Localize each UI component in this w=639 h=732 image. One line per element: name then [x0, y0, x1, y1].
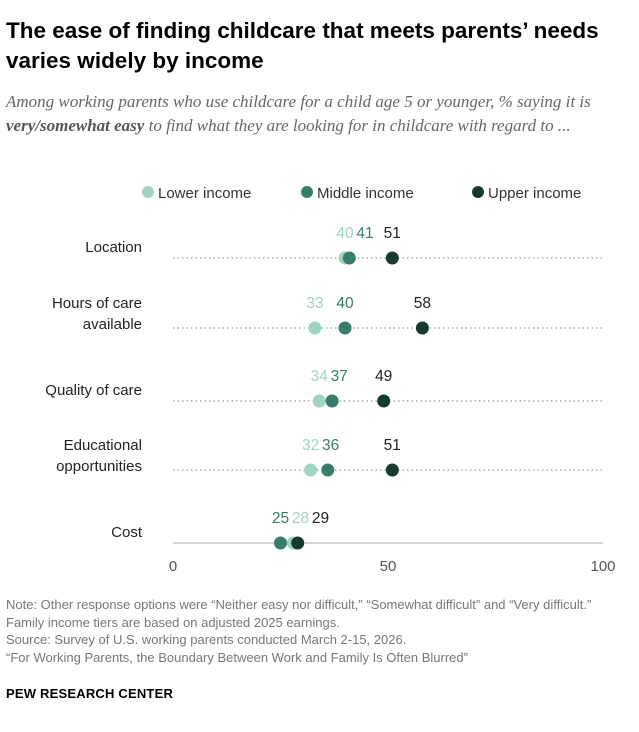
category-label-0-0: Location: [85, 239, 142, 256]
category-label-2-0: Quality of care: [45, 382, 142, 399]
subtitle-text: Among working parents who use childcare …: [6, 92, 591, 111]
x-tick-label-0: 0: [169, 558, 177, 575]
chart-notes: Note: Other response options were “Neith…: [6, 596, 631, 666]
data-label-1-2: 58: [414, 295, 431, 312]
category-label-1-0: Hours of care: [52, 295, 142, 312]
chart-title: The ease of finding childcare that meets…: [6, 18, 599, 73]
data-point-0-2: [385, 251, 399, 265]
data-label-4-2: 29: [312, 510, 329, 527]
brand-logo-text: PEW RESEARCH CENTER: [6, 686, 174, 701]
category-label-3-1: opportunities: [56, 458, 142, 475]
data-label-1-1: 40: [336, 295, 354, 312]
source-text: Source: Survey of U.S. working parents c…: [6, 632, 407, 647]
data-label-3-1: 36: [322, 437, 339, 454]
data-point-3-1: [321, 463, 335, 477]
data-label-2-2: 49: [375, 368, 392, 385]
data-point-1-0: [308, 321, 322, 335]
data-label-0-1: 41: [356, 225, 373, 242]
data-label-2-0: 34: [311, 368, 329, 385]
data-label-0-2: 51: [384, 225, 401, 242]
category-label-3-0: Educational: [64, 437, 142, 454]
dot-plot-chart: Lower income Middle income Upper income Loc…: [45, 185, 615, 575]
subtitle-text-end: to find what they are looking for in chi…: [144, 116, 571, 135]
data-point-0-1: [342, 251, 356, 265]
data-point-3-0: [304, 463, 318, 477]
data-label-4-1: 25: [272, 510, 289, 527]
data-label-4-0: 28: [292, 510, 309, 527]
report-title: “For Working Parents, the Boundary Betwe…: [6, 649, 468, 665]
category-label-4-0: Cost: [111, 524, 143, 541]
subtitle-emphasis: very/somewhat easy: [6, 116, 145, 135]
data-point-4-2: [291, 536, 305, 550]
data-point-2-0: [312, 394, 326, 408]
data-point-1-2: [415, 321, 429, 335]
data-label-2-1: 37: [331, 368, 348, 385]
category-label-1-1: available: [83, 316, 142, 333]
legend-label-2: Upper income: [488, 185, 581, 202]
legend-marker-1: [301, 186, 313, 198]
legend-label-0: Lower income: [158, 185, 251, 202]
data-point-2-2: [377, 394, 391, 408]
legend-marker-2: [472, 186, 484, 198]
note-text: Note: Other response options were “Neith…: [6, 597, 592, 630]
chart-subtitle: Among working parents who use childcare …: [6, 90, 631, 138]
legend-marker-0: [142, 186, 154, 198]
data-point-4-1: [274, 536, 287, 550]
x-tick-label-1: 50: [380, 558, 397, 575]
legend-label-1: Middle income: [317, 185, 414, 202]
data-point-1-1: [338, 321, 352, 335]
data-label-0-0: 40: [336, 225, 354, 242]
data-point-2-1: [325, 394, 339, 408]
data-point-3-2: [385, 463, 399, 477]
data-label-3-0: 32: [302, 437, 319, 454]
x-tick-label-2: 100: [590, 558, 615, 575]
data-label-1-0: 33: [306, 295, 323, 312]
data-label-3-2: 51: [384, 437, 401, 454]
